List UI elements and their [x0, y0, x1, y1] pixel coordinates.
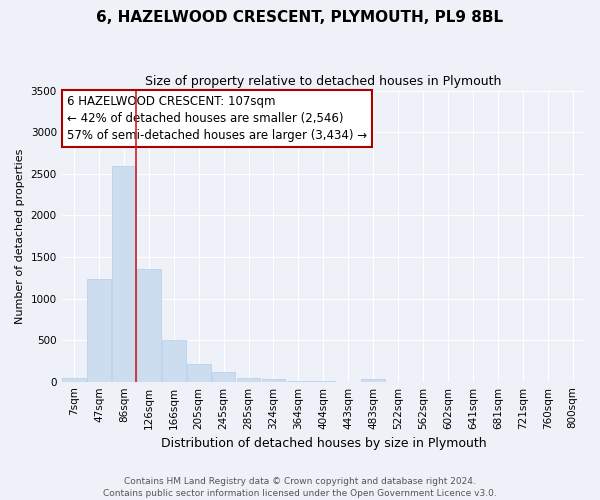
Bar: [87, 280, 111, 382]
Bar: [212, 372, 235, 382]
Y-axis label: Number of detached properties: Number of detached properties: [15, 148, 25, 324]
Title: Size of property relative to detached houses in Plymouth: Size of property relative to detached ho…: [145, 75, 502, 88]
Text: 6 HAZELWOOD CRESCENT: 107sqm
← 42% of detached houses are smaller (2,546)
57% of: 6 HAZELWOOD CRESCENT: 107sqm ← 42% of de…: [67, 95, 367, 142]
X-axis label: Distribution of detached houses by size in Plymouth: Distribution of detached houses by size …: [161, 437, 486, 450]
Bar: [287, 380, 310, 382]
Bar: [137, 270, 161, 382]
Bar: [112, 166, 136, 382]
Bar: [237, 378, 260, 382]
Bar: [361, 379, 385, 382]
Bar: [62, 378, 86, 382]
Bar: [262, 379, 286, 382]
Bar: [187, 364, 211, 382]
Bar: [162, 340, 185, 382]
Text: 6, HAZELWOOD CRESCENT, PLYMOUTH, PL9 8BL: 6, HAZELWOOD CRESCENT, PLYMOUTH, PL9 8BL: [97, 10, 503, 25]
Text: Contains HM Land Registry data © Crown copyright and database right 2024.
Contai: Contains HM Land Registry data © Crown c…: [103, 476, 497, 498]
